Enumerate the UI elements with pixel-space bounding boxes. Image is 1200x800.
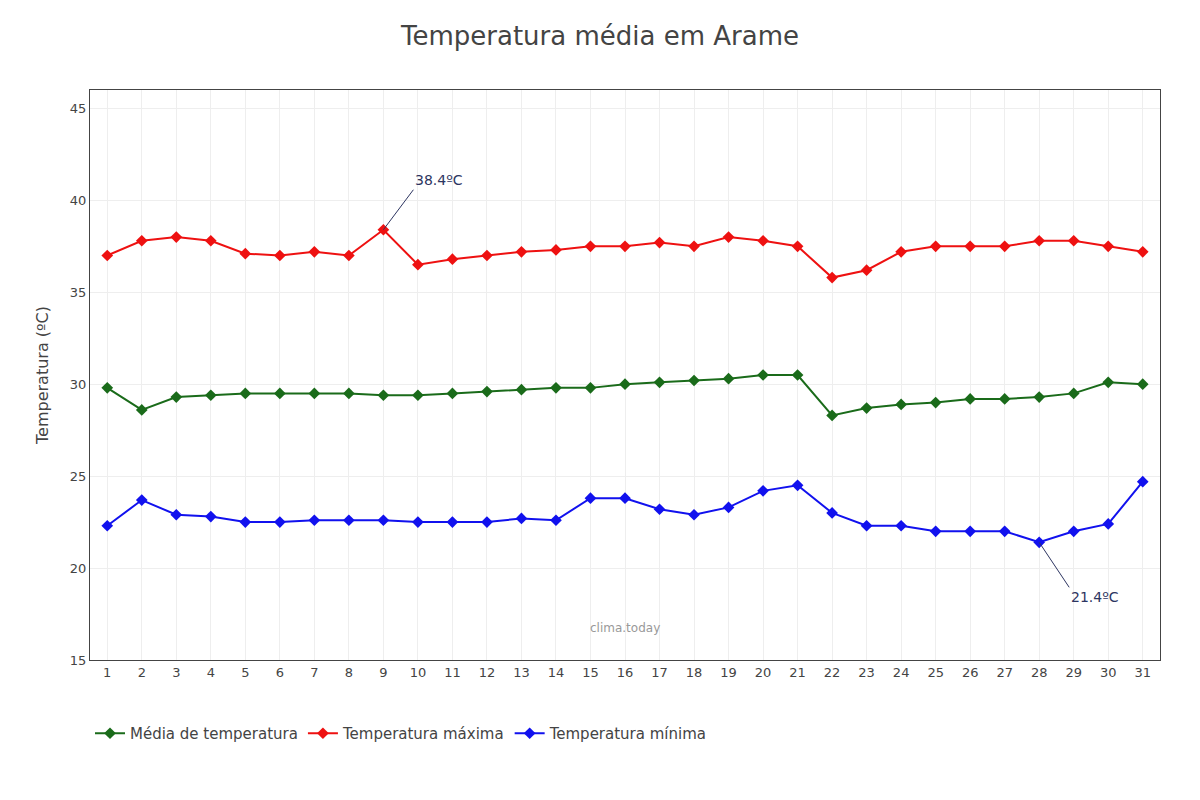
svg-text:30: 30	[1100, 665, 1117, 680]
svg-text:21.4ºC: 21.4ºC	[1071, 589, 1119, 605]
svg-text:Temperatura média em Arame: Temperatura média em Arame	[400, 21, 799, 51]
svg-text:25: 25	[70, 469, 87, 484]
svg-text:6: 6	[276, 665, 284, 680]
svg-text:23: 23	[858, 665, 875, 680]
svg-text:14: 14	[548, 665, 565, 680]
svg-text:13: 13	[513, 665, 530, 680]
svg-text:20: 20	[70, 561, 87, 576]
svg-text:31: 31	[1134, 665, 1151, 680]
svg-text:28: 28	[1031, 665, 1048, 680]
svg-text:38.4ºC: 38.4ºC	[415, 172, 463, 188]
svg-text:20: 20	[755, 665, 772, 680]
svg-text:15: 15	[582, 665, 599, 680]
svg-text:29: 29	[1065, 665, 1082, 680]
svg-text:9: 9	[379, 665, 387, 680]
svg-text:15: 15	[70, 653, 87, 668]
svg-text:26: 26	[962, 665, 979, 680]
svg-text:8: 8	[345, 665, 353, 680]
svg-text:10: 10	[410, 665, 427, 680]
svg-text:16: 16	[617, 665, 634, 680]
svg-text:2: 2	[138, 665, 146, 680]
svg-text:5: 5	[241, 665, 249, 680]
svg-text:clima.today: clima.today	[590, 621, 660, 635]
svg-text:40: 40	[70, 193, 87, 208]
svg-text:30: 30	[70, 377, 87, 392]
svg-text:Temperatura máxima: Temperatura máxima	[342, 725, 504, 743]
svg-text:21: 21	[789, 665, 806, 680]
svg-text:Média de temperatura: Média de temperatura	[130, 725, 298, 743]
svg-text:27: 27	[996, 665, 1013, 680]
svg-text:1: 1	[103, 665, 111, 680]
svg-text:4: 4	[207, 665, 215, 680]
svg-text:3: 3	[172, 665, 180, 680]
svg-text:Temperatura (ºC): Temperatura (ºC)	[33, 306, 52, 445]
svg-text:25: 25	[927, 665, 944, 680]
svg-text:24: 24	[893, 665, 910, 680]
svg-text:17: 17	[651, 665, 668, 680]
svg-text:35: 35	[70, 285, 87, 300]
svg-text:11: 11	[444, 665, 461, 680]
svg-text:7: 7	[310, 665, 318, 680]
svg-text:22: 22	[824, 665, 841, 680]
svg-text:18: 18	[686, 665, 703, 680]
svg-text:19: 19	[720, 665, 737, 680]
svg-text:Temperatura mínima: Temperatura mínima	[549, 725, 706, 743]
svg-text:45: 45	[70, 101, 87, 116]
svg-text:12: 12	[479, 665, 496, 680]
